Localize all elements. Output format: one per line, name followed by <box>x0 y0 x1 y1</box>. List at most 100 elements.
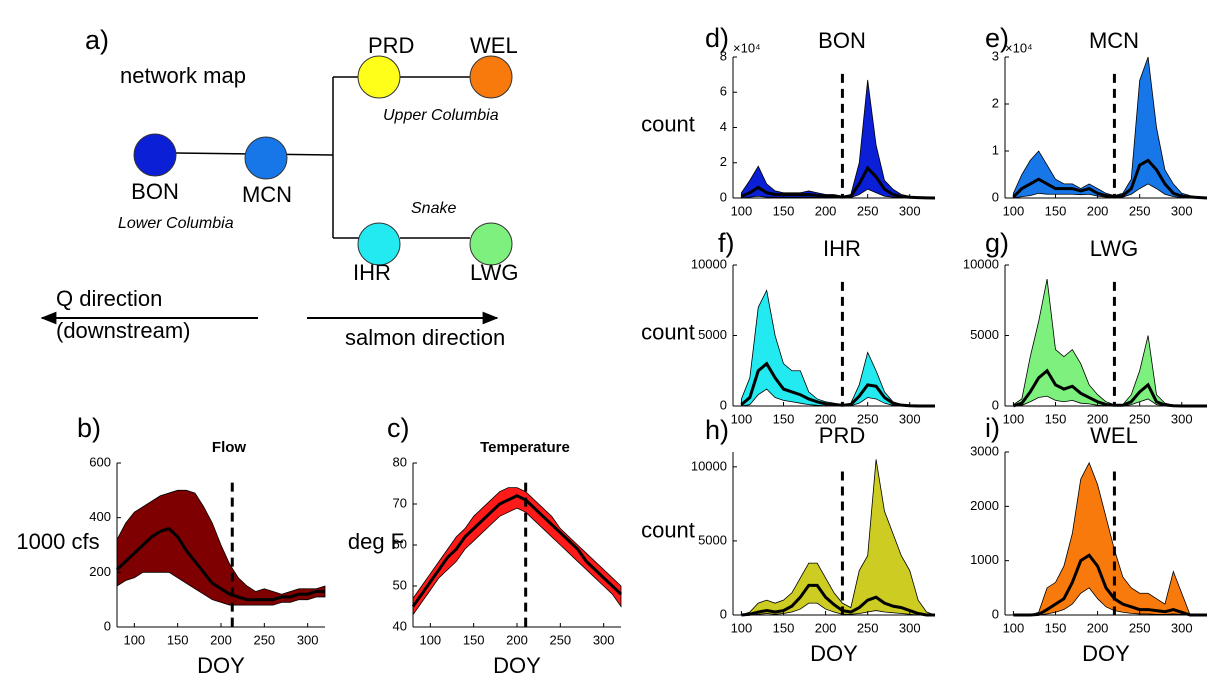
median-line <box>741 583 935 617</box>
y-tick-label: 1000 <box>970 552 999 567</box>
x-tick-label: 250 <box>1129 203 1151 218</box>
y-tick-label: 600 <box>89 454 111 469</box>
median-line <box>740 361 935 408</box>
y-tick-label: 2000 <box>970 498 999 513</box>
x-tick-label: 300 <box>1171 411 1193 426</box>
x-tick-label: 250 <box>857 620 879 635</box>
y-tick-label: 0 <box>992 606 999 621</box>
node <box>244 136 288 180</box>
panel-label: i) <box>985 413 1000 443</box>
x-tick-label: 100 <box>731 203 753 218</box>
x-tick-label: 200 <box>815 411 837 426</box>
x-tick-label: 200 <box>1087 203 1109 218</box>
y-multiplier: ×10⁴ <box>1005 40 1033 55</box>
band <box>1013 461 1207 616</box>
x-tick-label: 200 <box>1087 411 1109 426</box>
y-tick-label: 0 <box>992 189 999 204</box>
x-tick-label: 250 <box>857 203 879 218</box>
x-tick-label: 100 <box>1003 620 1025 635</box>
y-tick-label: 50 <box>393 577 407 592</box>
y-tick-label: 2 <box>720 154 727 169</box>
node-label: PRD <box>368 33 414 58</box>
x-tick-label: 150 <box>773 203 795 218</box>
y-tick-label: 4 <box>720 119 727 134</box>
x-tick-label: 250 <box>1129 620 1151 635</box>
node-label: BON <box>131 179 179 204</box>
x-tick-label: 100 <box>123 632 145 647</box>
y-tick-label: 40 <box>393 618 407 633</box>
chart-title: Flow <box>212 439 246 456</box>
panel-label: a) <box>85 25 109 55</box>
node-label: WEL <box>470 33 518 58</box>
median-line <box>1013 553 1207 617</box>
x-tick-label: 150 <box>167 632 189 647</box>
y-tick-label: 8 <box>720 48 727 63</box>
x-tick-label: 150 <box>773 411 795 426</box>
median-line <box>740 165 936 200</box>
y-tick-label: 0 <box>992 397 999 412</box>
x-tick-label: 100 <box>731 411 753 426</box>
x-tick-label: 150 <box>773 620 795 635</box>
node-label: IHR <box>353 260 391 285</box>
x-tick-label: 300 <box>1171 620 1193 635</box>
band <box>412 487 622 616</box>
x-tick-label: 200 <box>815 203 837 218</box>
node <box>469 55 513 99</box>
node-label: MCN <box>242 182 292 207</box>
x-tick-label: 200 <box>506 632 528 647</box>
arrow-label: (downstream) <box>56 318 190 343</box>
x-tick-label: 200 <box>210 632 232 647</box>
node <box>357 55 401 99</box>
y-tick-label: 10000 <box>963 256 999 271</box>
chart-title: Temperature <box>480 439 570 456</box>
y-multiplier: ×10⁴ <box>733 40 761 55</box>
x-tick-label: 200 <box>815 620 837 635</box>
chart-title: IHR <box>823 236 861 261</box>
x-tick-label: 300 <box>899 203 921 218</box>
node <box>469 222 513 266</box>
region-label: Snake <box>411 200 456 217</box>
band <box>741 459 936 616</box>
x-tick-label: 300 <box>593 632 615 647</box>
x-tick-label: 100 <box>1003 411 1025 426</box>
y-tick-label: 60 <box>393 536 407 551</box>
x-axis-label: DOY <box>493 653 541 678</box>
x-tick-label: 100 <box>419 632 441 647</box>
y-axis-label: count <box>641 517 695 542</box>
nodes: BON MCN PRD WEL IHR LWG <box>131 33 518 285</box>
y-tick-label: 10000 <box>691 458 727 473</box>
y-axis-label: count <box>641 319 695 344</box>
y-tick-label: 0 <box>720 189 727 204</box>
panel-label: c) <box>387 413 410 443</box>
chart-title: MCN <box>1089 28 1139 53</box>
x-tick-label: 100 <box>1003 203 1025 218</box>
y-tick-label: 3 <box>992 48 999 63</box>
arrow-label: Q direction <box>56 286 162 311</box>
network-map: a) network map BON MCN PRD WEL IHR LWG Lower … <box>40 25 518 350</box>
band <box>741 289 935 407</box>
chart-title: BON <box>818 28 866 53</box>
y-tick-label: 0 <box>720 606 727 621</box>
panel-label: e) <box>985 23 1009 53</box>
median-line <box>411 494 623 608</box>
panel-label: h) <box>705 415 729 445</box>
y-tick-label: 0 <box>720 397 727 412</box>
panel-label: f) <box>718 228 735 258</box>
x-tick-label: 250 <box>253 632 275 647</box>
y-tick-label: 80 <box>393 454 407 469</box>
x-tick-label: 250 <box>1129 411 1151 426</box>
y-tick-label: 0 <box>104 618 111 633</box>
x-axis-label: DOY <box>1082 641 1130 666</box>
node <box>133 133 177 177</box>
x-tick-label: 100 <box>731 620 753 635</box>
x-tick-label: 300 <box>899 411 921 426</box>
x-tick-label: 150 <box>1045 411 1067 426</box>
x-axis-label: DOY <box>810 641 858 666</box>
y-tick-label: 5000 <box>970 327 999 342</box>
x-tick-label: 150 <box>463 632 485 647</box>
band <box>1013 56 1208 199</box>
y-tick-label: 6 <box>720 84 727 99</box>
y-tick-label: 5000 <box>698 327 727 342</box>
y-tick-label: 5000 <box>698 532 727 547</box>
x-tick-label: 150 <box>1045 203 1067 218</box>
